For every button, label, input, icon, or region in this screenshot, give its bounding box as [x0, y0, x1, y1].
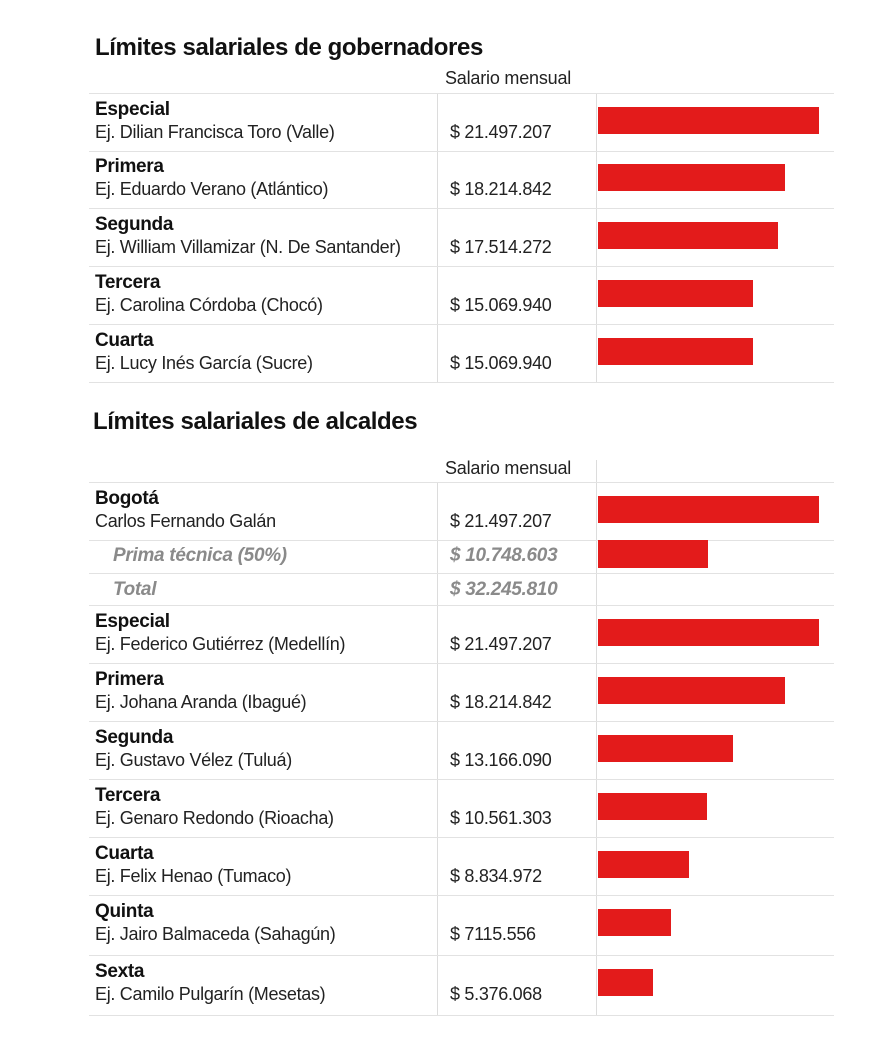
row-example: Ej. Genaro Redondo (Rioacha) [95, 808, 334, 828]
table-row-segunda: Segunda Ej. Gustavo Vélez (Tuluá) $ 13.166… [89, 722, 834, 780]
mayors-table: Salario mensual Bogotá Carlos Fernando Gal… [89, 456, 834, 1016]
salary-value-label: $ 18.214.842 [450, 692, 552, 712]
salary-bar-quinta [598, 909, 671, 936]
salary-value-label: $ 15.069.940 [450, 295, 552, 315]
table-row-primera: Primera Ej. Johana Aranda (Ibagué) $ 18.21… [89, 664, 834, 722]
salary-bar-segunda [598, 735, 733, 762]
row-example: Ej. Camilo Pulgarín (Mesetas) [95, 984, 326, 1004]
column-divider [596, 93, 597, 383]
row-category: Quinta [95, 901, 154, 922]
salary-bar-cuarta [598, 338, 753, 365]
salary-value-label: $ 10.748.603 [450, 545, 558, 566]
salary-bar-tercera [598, 280, 753, 307]
governors-title: Límites salariales de gobernadores [95, 34, 483, 61]
row-category: Prima técnica (50%) [113, 545, 287, 566]
row-example: Ej. William Villamizar (N. De Santander) [95, 237, 401, 257]
table-row-sexta: Sexta Ej. Camilo Pulgarín (Mesetas) $ 5.37… [89, 956, 834, 1016]
row-category: Segunda [95, 727, 174, 748]
salary-column-header: Salario mensual [445, 458, 572, 478]
salary-bar-cuarta [598, 851, 689, 878]
salary-bar-sexta [598, 969, 653, 996]
row-category: Sexta [95, 961, 145, 982]
salary-bar-especial [598, 619, 819, 646]
salary-bar-tercera [598, 793, 707, 820]
table-row-tercera: Tercera Ej. Genaro Redondo (Rioacha) $ 10.… [89, 780, 834, 838]
salary-bar-especial [598, 107, 819, 134]
mayors-title: Límites salariales de alcaldes [93, 408, 418, 435]
salary-column-header: Salario mensual [445, 68, 572, 88]
row-category: Segunda [95, 214, 174, 235]
row-example: Ej. Federico Gutiérrez (Medellín) [95, 634, 346, 654]
salary-value-label: $ 18.214.842 [450, 179, 552, 199]
row-example: Ej. Johana Aranda (Ibagué) [95, 692, 307, 712]
table-row-tercera: Tercera Ej. Carolina Córdoba (Chocó) $ 15.… [89, 267, 834, 325]
column-divider [437, 482, 438, 1016]
salary-value-label: $ 21.497.207 [450, 511, 552, 531]
row-category: Total [113, 579, 157, 600]
row-category: Cuarta [95, 330, 154, 351]
table-row-total: Total $ 32.245.810 [89, 574, 834, 606]
row-example: Ej. Eduardo Verano (Atlántico) [95, 179, 329, 199]
salary-value-label: $ 7115.556 [450, 924, 536, 944]
table-row-segunda: Segunda Ej. William Villamizar (N. De San… [89, 209, 834, 267]
row-category: Tercera [95, 272, 161, 293]
salary-bar-segunda [598, 222, 778, 249]
column-divider [437, 93, 438, 383]
table-row-bogota: Bogotá Carlos Fernando Galán $ 21.497.207 [89, 482, 834, 541]
salary-value-label: $ 21.497.207 [450, 122, 552, 142]
row-example: Ej. Felix Henao (Tumaco) [95, 866, 292, 886]
row-example: Ej. Lucy Inés García (Sucre) [95, 353, 313, 373]
table-row-primera: Primera Ej. Eduardo Verano (Atlántico) $ 1… [89, 151, 834, 209]
table-row-quinta: Quinta Ej. Jairo Balmaceda (Sahagún) $ 711… [89, 896, 834, 956]
row-category: Primera [95, 669, 164, 690]
table-row-cuarta: Cuarta Ej. Lucy Inés García (Sucre) $ 15.0… [89, 325, 834, 383]
row-example: Ej. Gustavo Vélez (Tuluá) [95, 750, 292, 770]
row-example: Ej. Carolina Córdoba (Chocó) [95, 295, 323, 315]
salary-bar-primera [598, 677, 785, 704]
row-example: Ej. Jairo Balmaceda (Sahagún) [95, 924, 336, 944]
table-row-especial: Especial Ej. Federico Gutiérrez (Medellín… [89, 606, 834, 664]
salary-value-label: $ 21.497.207 [450, 634, 552, 654]
row-category: Cuarta [95, 843, 154, 864]
row-category: Primera [95, 156, 164, 177]
row-example: Ej. Dilian Francisca Toro (Valle) [95, 122, 335, 142]
salary-value-label: $ 32.245.810 [450, 579, 558, 600]
salary-value-label: $ 8.834.972 [450, 866, 542, 886]
salary-value-label: $ 13.166.090 [450, 750, 552, 770]
row-category: Tercera [95, 785, 161, 806]
table-row-cuarta: Cuarta Ej. Felix Henao (Tumaco) $ 8.834.97… [89, 838, 834, 896]
column-divider [596, 460, 597, 1016]
salary-value-label: $ 5.376.068 [450, 984, 542, 1004]
row-category: Bogotá [95, 488, 159, 509]
governors-table: Salario mensual Especial Ej. Dilian Franci… [89, 66, 834, 383]
salary-bar-prima-tecnica-50 [598, 540, 708, 568]
salary-value-label: $ 15.069.940 [450, 353, 552, 373]
row-category: Especial [95, 99, 170, 120]
row-category: Especial [95, 611, 170, 632]
salary-bar-bogota [598, 496, 819, 523]
salary-bar-primera [598, 164, 785, 191]
salary-value-label: $ 17.514.272 [450, 237, 552, 257]
row-example: Carlos Fernando Galán [95, 511, 276, 531]
table-row-prima-tecnica-50: Prima técnica (50%) $ 10.748.603 [89, 540, 834, 574]
salary-value-label: $ 10.561.303 [450, 808, 552, 828]
table-row-especial: Especial Ej. Dilian Francisca Toro (Valle… [89, 93, 834, 152]
